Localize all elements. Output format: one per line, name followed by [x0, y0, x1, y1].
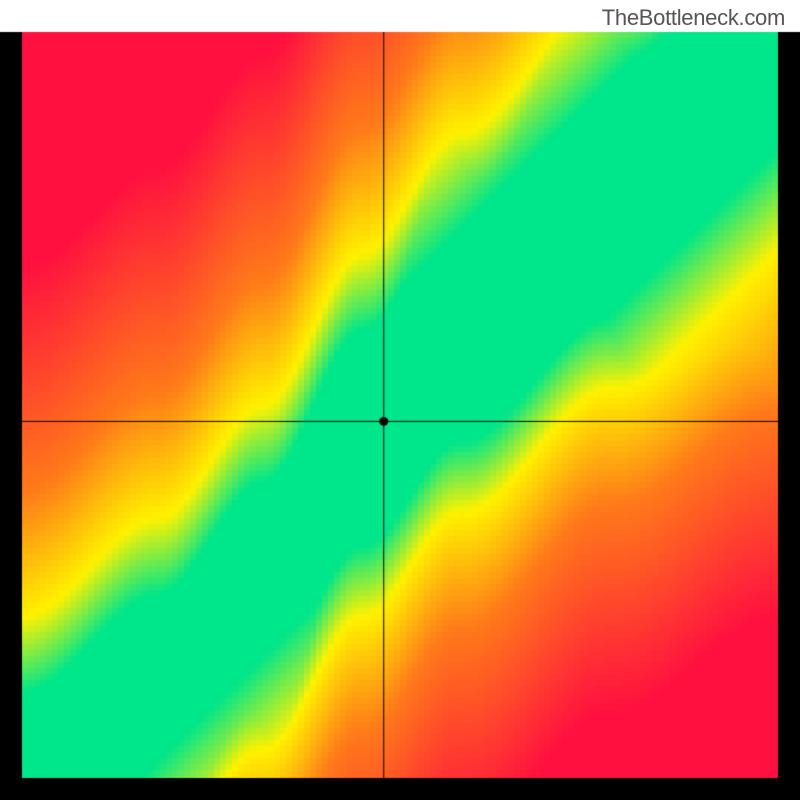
chart-container: TheBottleneck.com: [0, 0, 800, 800]
bottleneck-heatmap: [0, 0, 800, 800]
watermark-text: TheBottleneck.com: [602, 5, 785, 31]
